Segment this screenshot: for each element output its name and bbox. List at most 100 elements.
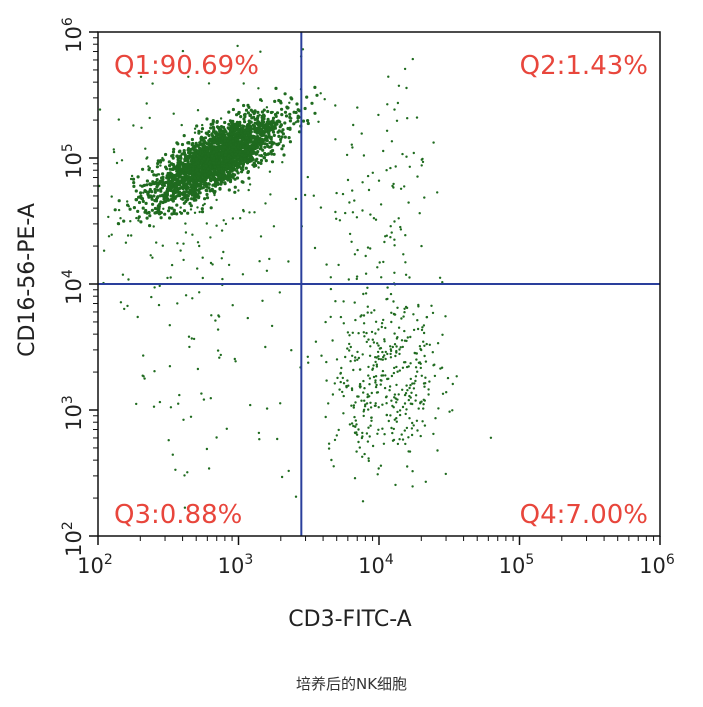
event-dot	[102, 249, 106, 252]
event-dot	[265, 269, 269, 272]
event-dot	[393, 366, 396, 370]
event-dot	[221, 131, 225, 135]
event-dot	[178, 154, 183, 158]
event-dot	[110, 195, 113, 198]
event-dot	[98, 108, 102, 111]
event-dot	[184, 158, 188, 162]
event-dot	[377, 328, 380, 331]
event-dot	[229, 132, 234, 136]
event-dot	[251, 163, 254, 167]
event-dot	[158, 284, 161, 288]
event-dot	[366, 286, 369, 289]
event-dot	[357, 332, 360, 335]
event-dot	[246, 125, 251, 130]
event-dot	[234, 360, 237, 363]
event-dot	[211, 119, 215, 123]
event-dot	[363, 405, 367, 408]
event-dot	[164, 196, 168, 200]
event-dot	[346, 347, 349, 350]
x-tick-label: 104	[358, 552, 394, 578]
event-dot	[295, 102, 299, 106]
event-dot	[369, 424, 372, 427]
event-dot	[201, 256, 204, 259]
event-dot	[215, 119, 219, 124]
event-dot	[132, 181, 136, 185]
event-dot	[406, 117, 409, 120]
event-dot	[376, 473, 379, 476]
event-dot	[238, 123, 242, 128]
event-dot	[264, 202, 267, 205]
event-dot	[142, 375, 145, 378]
event-dot	[436, 449, 439, 452]
event-dot	[277, 134, 281, 138]
event-dot	[175, 154, 179, 158]
event-dot	[405, 155, 408, 158]
event-dot	[367, 374, 370, 377]
event-dot	[279, 123, 283, 127]
event-dot	[351, 354, 354, 357]
event-dot	[345, 153, 349, 157]
event-dot	[143, 210, 147, 214]
x-tick-exponent: 6	[666, 552, 675, 568]
event-dot	[367, 457, 370, 460]
event-dot	[327, 442, 331, 445]
event-dot	[158, 212, 162, 216]
event-dot	[241, 145, 245, 149]
event-dot	[200, 207, 204, 211]
event-dot	[167, 209, 171, 213]
event-dot	[205, 196, 210, 200]
event-dot	[197, 155, 201, 159]
x-tick-base: 10	[218, 554, 245, 578]
event-dot	[231, 139, 235, 143]
event-dot	[211, 263, 214, 266]
event-dot	[230, 128, 234, 132]
event-dot	[441, 333, 444, 336]
event-dot	[181, 49, 185, 53]
event-dot	[362, 322, 366, 325]
event-dot	[256, 110, 260, 114]
event-dot	[396, 101, 400, 105]
event-dot	[223, 139, 227, 143]
event-dot	[227, 263, 231, 267]
event-dot	[372, 375, 376, 379]
event-dot	[112, 148, 116, 151]
event-dot	[301, 119, 306, 123]
event-dot	[204, 162, 207, 165]
x-tick-exponent: 2	[104, 552, 113, 568]
event-dot	[215, 134, 218, 138]
event-dot	[251, 145, 255, 149]
event-dot	[401, 388, 404, 391]
event-dot	[241, 137, 245, 141]
event-dot	[380, 374, 383, 377]
event-dot	[271, 116, 276, 120]
event-dot	[189, 208, 193, 211]
event-dot	[131, 177, 136, 181]
event-dot	[392, 371, 396, 375]
event-dot	[156, 188, 160, 192]
event-dot	[155, 165, 159, 169]
event-dot	[436, 191, 439, 194]
event-dot	[362, 331, 365, 334]
event-dot	[186, 211, 190, 215]
event-dot	[217, 315, 221, 318]
y-tick-exponent: 2	[60, 521, 76, 530]
event-dot	[381, 358, 384, 361]
event-dot	[352, 404, 356, 407]
event-dot	[397, 393, 400, 396]
y-tick-base: 10	[62, 530, 86, 557]
event-dot	[211, 125, 215, 129]
event-dot	[221, 159, 225, 162]
event-dot	[384, 374, 387, 377]
event-dot	[224, 159, 228, 163]
event-dot	[112, 150, 116, 154]
event-dot	[223, 181, 227, 185]
event-dot	[158, 400, 162, 404]
event-dot	[370, 330, 374, 334]
event-dot	[258, 438, 261, 441]
event-dot	[280, 135, 284, 139]
event-dot	[398, 352, 401, 356]
event-dot	[451, 409, 454, 412]
event-dot	[288, 112, 292, 116]
event-dot	[280, 107, 284, 111]
event-dot	[361, 209, 364, 212]
